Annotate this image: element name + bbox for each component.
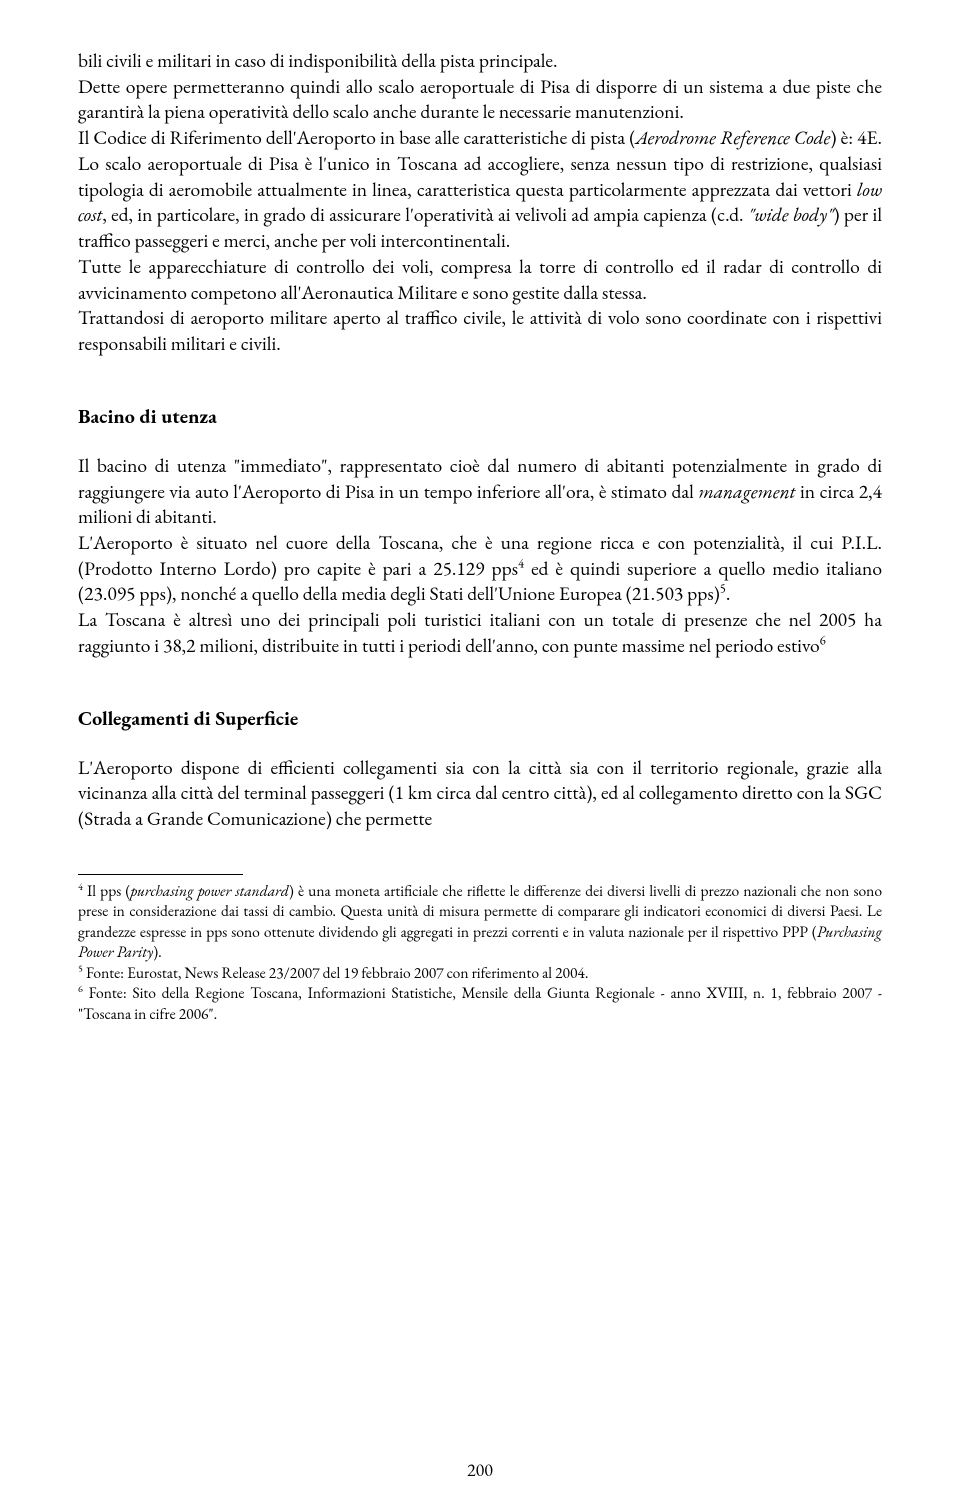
paragraph: Trattandosi di aeroporto militare aperto…	[78, 305, 882, 356]
page: bili civili e militari in caso di indisp…	[0, 0, 960, 1512]
paragraph: L'Aeroporto dispone di efficienti colleg…	[78, 755, 882, 832]
paragraph: La Toscana è altresì uno dei principali …	[78, 607, 882, 658]
paragraph: Tutte le apparecchiature di controllo de…	[78, 254, 882, 305]
footnote-5: 5 Fonte: Eurostat, News Release 23/2007 …	[78, 963, 882, 983]
paragraph: Il bacino di utenza "immediato", rappres…	[78, 453, 882, 530]
footnote-separator	[78, 874, 243, 875]
footnote-4: 4 Il pps (purchasing power standard) è u…	[78, 881, 882, 963]
page-number: 200	[0, 1459, 960, 1482]
paragraph: Il Codice di Riferimento dell'Aeroporto …	[78, 125, 882, 254]
section-title-collegamenti: Collegamenti di Superficie	[78, 705, 882, 731]
paragraph: L'Aeroporto è situato nel cuore della To…	[78, 530, 882, 607]
paragraph: bili civili e militari in caso di indisp…	[78, 48, 882, 74]
footnote-6: 6 Fonte: Sito della Regione Toscana, Inf…	[78, 983, 882, 1024]
paragraph: Dette opere permetteranno quindi allo sc…	[78, 74, 882, 125]
section-title-bacino: Bacino di utenza	[78, 403, 882, 429]
